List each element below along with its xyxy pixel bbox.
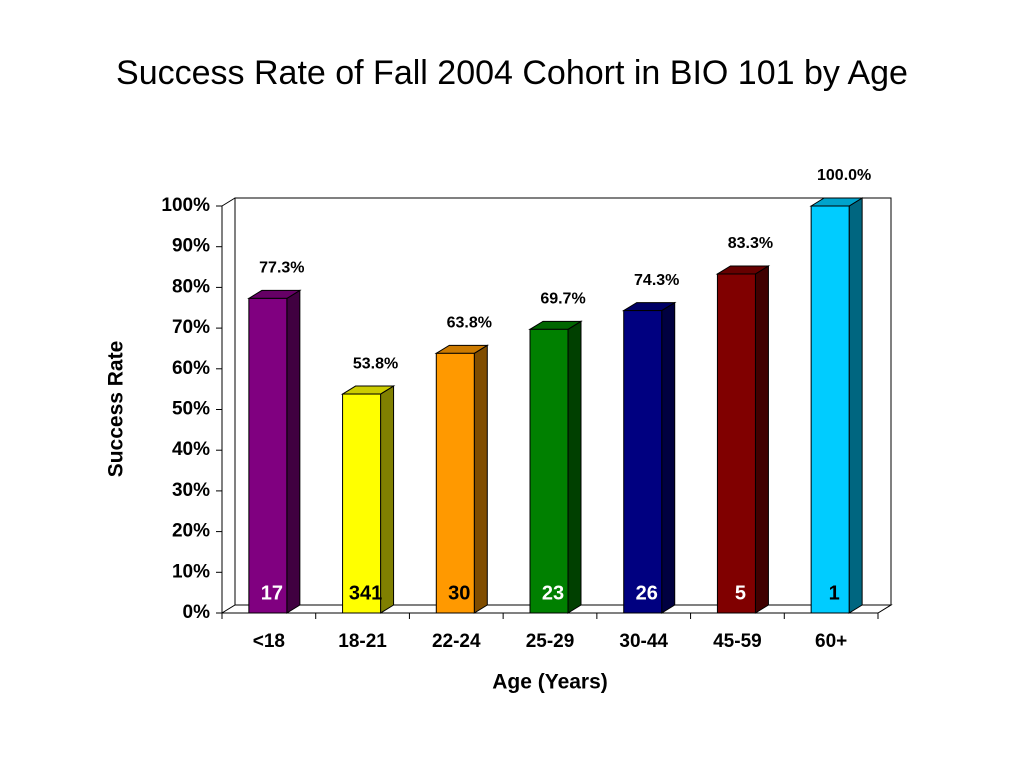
x-tick-label: 25-29 bbox=[526, 631, 575, 652]
y-tick-label: 80% bbox=[172, 276, 210, 297]
x-tick-label: <18 bbox=[253, 631, 285, 652]
y-tick-label: 70% bbox=[172, 317, 210, 338]
value-label: 69.7% bbox=[540, 291, 585, 308]
value-label: 63.8% bbox=[447, 315, 492, 332]
x-tick-label: 30-44 bbox=[619, 631, 668, 652]
bar bbox=[342, 393, 382, 614]
bar-side bbox=[661, 301, 676, 614]
count-label: 341 bbox=[349, 582, 382, 604]
x-tick-label: 60+ bbox=[815, 631, 847, 652]
bar-side bbox=[567, 320, 582, 614]
value-label: 100.0% bbox=[817, 167, 871, 184]
y-tick-label: 90% bbox=[172, 236, 210, 257]
x-tick-label: 45-59 bbox=[713, 631, 762, 652]
y-tick-label: 0% bbox=[183, 602, 211, 623]
y-tick-label: 20% bbox=[172, 521, 210, 542]
count-label: 5 bbox=[735, 582, 746, 604]
bar-side bbox=[754, 265, 769, 614]
value-label: 83.3% bbox=[728, 235, 773, 252]
y-tick-label: 40% bbox=[172, 439, 210, 460]
bar-side bbox=[473, 344, 488, 614]
bar bbox=[248, 297, 288, 614]
chart-title: Success Rate of Fall 2004 Cohort in BIO … bbox=[116, 54, 908, 92]
value-label: 77.3% bbox=[259, 260, 304, 277]
x-axis-label: Age (Years) bbox=[492, 671, 608, 694]
y-tick-label: 10% bbox=[172, 561, 210, 582]
count-label: 26 bbox=[636, 582, 658, 604]
count-label: 23 bbox=[542, 582, 564, 604]
bar-side bbox=[380, 385, 395, 614]
bar bbox=[623, 310, 663, 614]
bar-side bbox=[286, 289, 301, 614]
bar bbox=[810, 205, 850, 614]
side-wall-edge bbox=[221, 197, 236, 207]
count-label: 1 bbox=[829, 582, 840, 604]
x-tick-label: 18-21 bbox=[338, 631, 387, 652]
y-axis-label: Success Rate bbox=[105, 341, 128, 478]
bar bbox=[716, 273, 756, 614]
bar-side bbox=[848, 197, 863, 614]
y-tick-label: 30% bbox=[172, 480, 210, 501]
y-tick-label: 100% bbox=[161, 195, 210, 216]
count-label: 17 bbox=[261, 582, 283, 604]
x-tick-label: 22-24 bbox=[432, 631, 481, 652]
bar bbox=[435, 352, 475, 614]
y-tick-label: 60% bbox=[172, 358, 210, 379]
bar bbox=[529, 328, 569, 614]
y-tick-label: 50% bbox=[172, 399, 210, 420]
value-label: 53.8% bbox=[353, 355, 398, 372]
value-label: 74.3% bbox=[634, 272, 679, 289]
count-label: 30 bbox=[448, 582, 470, 604]
